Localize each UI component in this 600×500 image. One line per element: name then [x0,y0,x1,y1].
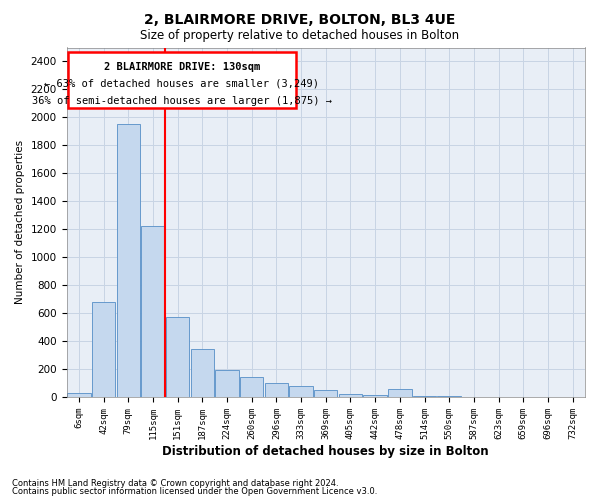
Bar [388,390,412,397]
Text: 2 BLAIRMORE DRIVE: 130sqm: 2 BLAIRMORE DRIVE: 130sqm [104,62,260,72]
Bar [437,396,461,397]
Text: ← 63% of detached houses are smaller (3,249): ← 63% of detached houses are smaller (3,… [44,79,319,89]
Bar [191,350,214,397]
Text: 36% of semi-detached houses are larger (1,875) →: 36% of semi-detached houses are larger (… [32,96,332,106]
Text: Contains public sector information licensed under the Open Government Licence v3: Contains public sector information licen… [12,487,377,496]
Bar [364,396,387,397]
Bar [240,376,263,397]
Text: Size of property relative to detached houses in Bolton: Size of property relative to detached ho… [140,29,460,42]
Bar [67,393,91,397]
FancyBboxPatch shape [68,52,296,108]
Bar [289,386,313,397]
Bar [116,124,140,397]
Text: Contains HM Land Registry data © Crown copyright and database right 2024.: Contains HM Land Registry data © Crown c… [12,478,338,488]
Bar [166,316,190,397]
X-axis label: Distribution of detached houses by size in Bolton: Distribution of detached houses by size … [163,444,489,458]
Bar [92,302,115,397]
Y-axis label: Number of detached properties: Number of detached properties [15,140,25,304]
Bar [215,370,239,397]
Bar [413,396,436,397]
Bar [265,383,288,397]
Bar [339,394,362,397]
Text: 2, BLAIRMORE DRIVE, BOLTON, BL3 4UE: 2, BLAIRMORE DRIVE, BOLTON, BL3 4UE [145,12,455,26]
Bar [314,390,337,397]
Bar [141,226,164,397]
